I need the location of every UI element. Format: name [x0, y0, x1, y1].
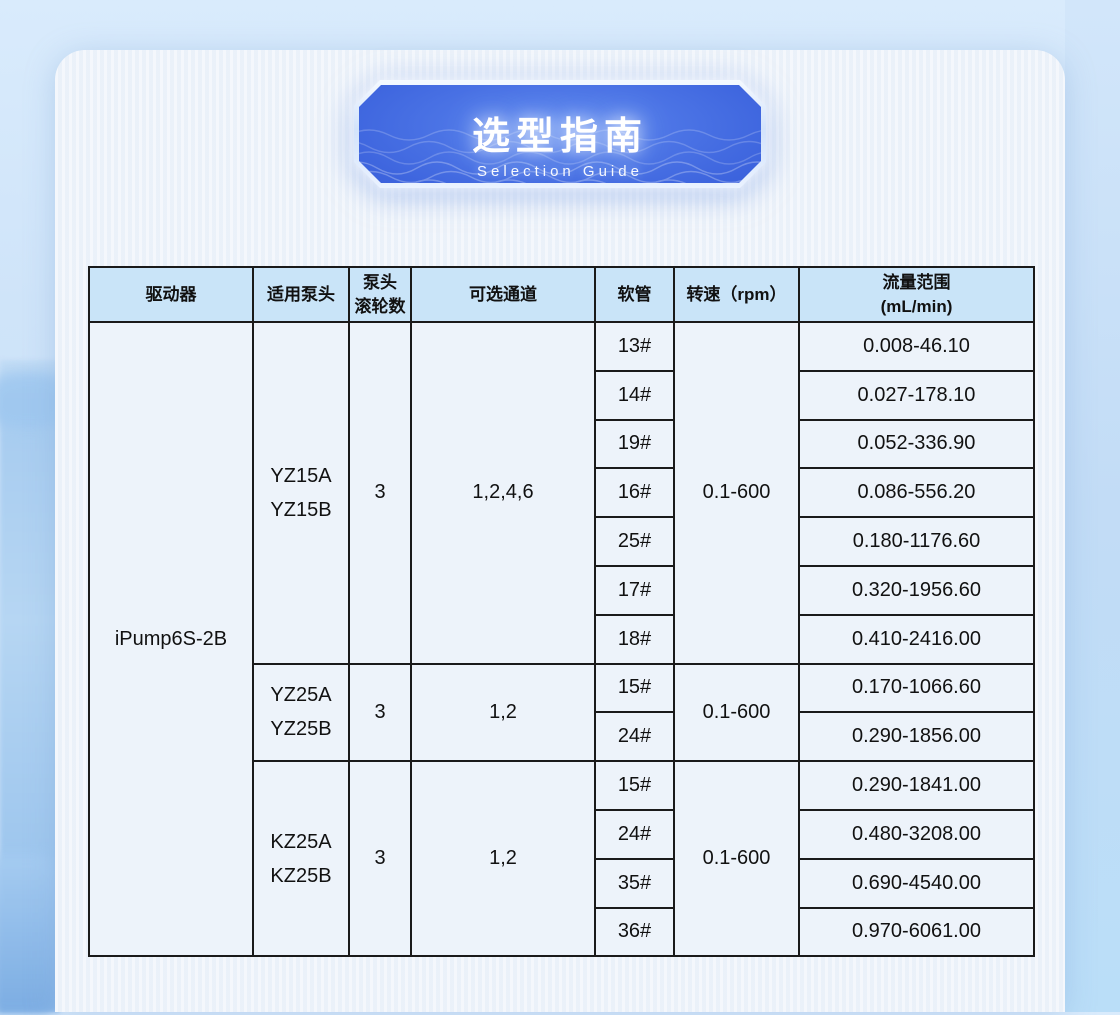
table-row: 24# 0.480-3208.00: [89, 808, 1035, 860]
speed-cell: 0.1-600: [673, 760, 800, 958]
right-margin-strip: [1065, 0, 1120, 1012]
col-header-flow-line2: (mL/min): [880, 296, 953, 316]
col-header-speed: 转速（rpm）: [673, 266, 800, 323]
flow-cell: 0.008-46.10: [798, 321, 1035, 372]
col-header-pump-head: 适用泵头: [252, 266, 350, 323]
flow-cell: 0.690-4540.00: [798, 857, 1035, 909]
channels-cell: 1,2: [410, 760, 596, 958]
tube-cell: 36#: [594, 906, 675, 958]
tube-cell: 18#: [594, 613, 675, 665]
left-photo-blob: [0, 855, 58, 1015]
pump-head-line: KZ25A: [270, 830, 332, 853]
banner-title: 选型指南: [471, 116, 648, 158]
pump-head-line: YZ15A: [270, 464, 332, 487]
flow-cell: 0.180-1176.60: [798, 516, 1035, 567]
table-row: 25# 0.180-1176.60: [89, 516, 1035, 567]
tube-cell: 19#: [594, 418, 675, 470]
table-row: iPump6S-2B YZ15A YZ15B 3 1,2,4,6 13# 0.1…: [88, 320, 1035, 958]
channels-cell: 1,2: [410, 662, 596, 763]
flow-cell: 0.970-6061.00: [798, 906, 1035, 958]
col-header-rollers: 泵头 滚轮数: [348, 266, 412, 323]
pump-head-line: YZ25A: [270, 684, 332, 707]
table-row: 17# 0.320-1956.60: [89, 564, 1035, 616]
selection-guide-table: 驱动器 适用泵头 泵头 滚轮数 可选通道 软管 转速（rpm） 流量范围 (mL…: [88, 266, 1035, 958]
tube-cell: 24#: [594, 711, 675, 763]
pump-head-cell: YZ15A YZ15B: [252, 321, 350, 665]
tube-cell: 17#: [594, 564, 675, 616]
flow-cell: 0.170-1066.60: [798, 662, 1035, 714]
tube-cell: 14#: [594, 369, 675, 421]
tube-cell: 15#: [594, 760, 675, 811]
flow-cell: 0.290-1856.00: [798, 711, 1035, 763]
table-row: 16# 0.086-556.20: [89, 467, 1035, 519]
rollers-cell: 3: [348, 760, 412, 958]
pump-head-line: YZ15B: [270, 498, 332, 521]
tube-cell: 16#: [594, 467, 675, 519]
table-row: 35# 0.690-4540.00: [89, 857, 1035, 909]
col-header-flow-line1: 流量范围: [882, 272, 951, 292]
tube-cell: 13#: [594, 321, 675, 372]
col-header-rollers-line1: 泵头: [363, 272, 397, 292]
flow-cell: 0.027-178.10: [798, 369, 1035, 421]
col-header-driver: 驱动器: [88, 266, 254, 323]
rollers-cell: 3: [348, 321, 412, 665]
col-header-flow: 流量范围 (mL/min): [798, 266, 1035, 323]
tube-cell: 35#: [594, 857, 675, 909]
col-header-rollers-line2: 滚轮数: [354, 296, 406, 316]
tube-cell: 25#: [594, 516, 675, 567]
pump-head-cell: YZ25A YZ25B: [252, 662, 350, 763]
table-row: YZ25A YZ25B 3 1,2 15# 0.1-600 0.170-1066…: [89, 662, 1035, 763]
banner-body: 选型指南 Selection Guide: [359, 85, 761, 183]
col-header-tube: 软管: [594, 266, 675, 323]
table-row: 18# 0.410-2416.00: [89, 613, 1035, 665]
driver-cell: iPump6S-2B: [88, 320, 254, 958]
table-row: 14# 0.027-178.10: [89, 369, 1035, 421]
banner-subtitle: Selection Guide: [477, 163, 643, 180]
flow-cell: 0.086-556.20: [798, 467, 1035, 519]
tube-cell: 15#: [594, 662, 675, 714]
tube-cell: 24#: [594, 808, 675, 860]
speed-cell: 0.1-600: [673, 662, 800, 763]
table-row: 19# 0.052-336.90: [89, 418, 1035, 470]
pump-head-line: YZ25B: [270, 718, 332, 741]
flow-cell: 0.410-2416.00: [798, 613, 1035, 665]
wave-pattern-icon: [359, 121, 761, 183]
pump-head-cell: KZ25A KZ25B: [252, 760, 350, 958]
flow-cell: 0.480-3208.00: [798, 808, 1035, 860]
speed-cell: 0.1-600: [673, 321, 800, 665]
flow-cell: 0.290-1841.00: [798, 760, 1035, 811]
flow-cell: 0.320-1956.60: [798, 564, 1035, 616]
col-header-channels: 可选通道: [410, 266, 596, 323]
rollers-cell: 3: [348, 662, 412, 763]
section-banner: 选型指南 Selection Guide: [354, 80, 766, 188]
flow-cell: 0.052-336.90: [798, 418, 1035, 470]
table-row: KZ25A KZ25B 3 1,2 15# 0.1-600 0.290-1841…: [89, 760, 1035, 958]
table-row: 36# 0.970-6061.00: [89, 906, 1035, 958]
header-row: 驱动器 适用泵头 泵头 滚轮数 可选通道 软管 转速（rpm） 流量范围 (mL…: [88, 266, 1035, 323]
channels-cell: 1,2,4,6: [410, 321, 596, 665]
table-row: 24# 0.290-1856.00: [89, 711, 1035, 763]
pump-head-line: KZ25B: [270, 864, 332, 887]
